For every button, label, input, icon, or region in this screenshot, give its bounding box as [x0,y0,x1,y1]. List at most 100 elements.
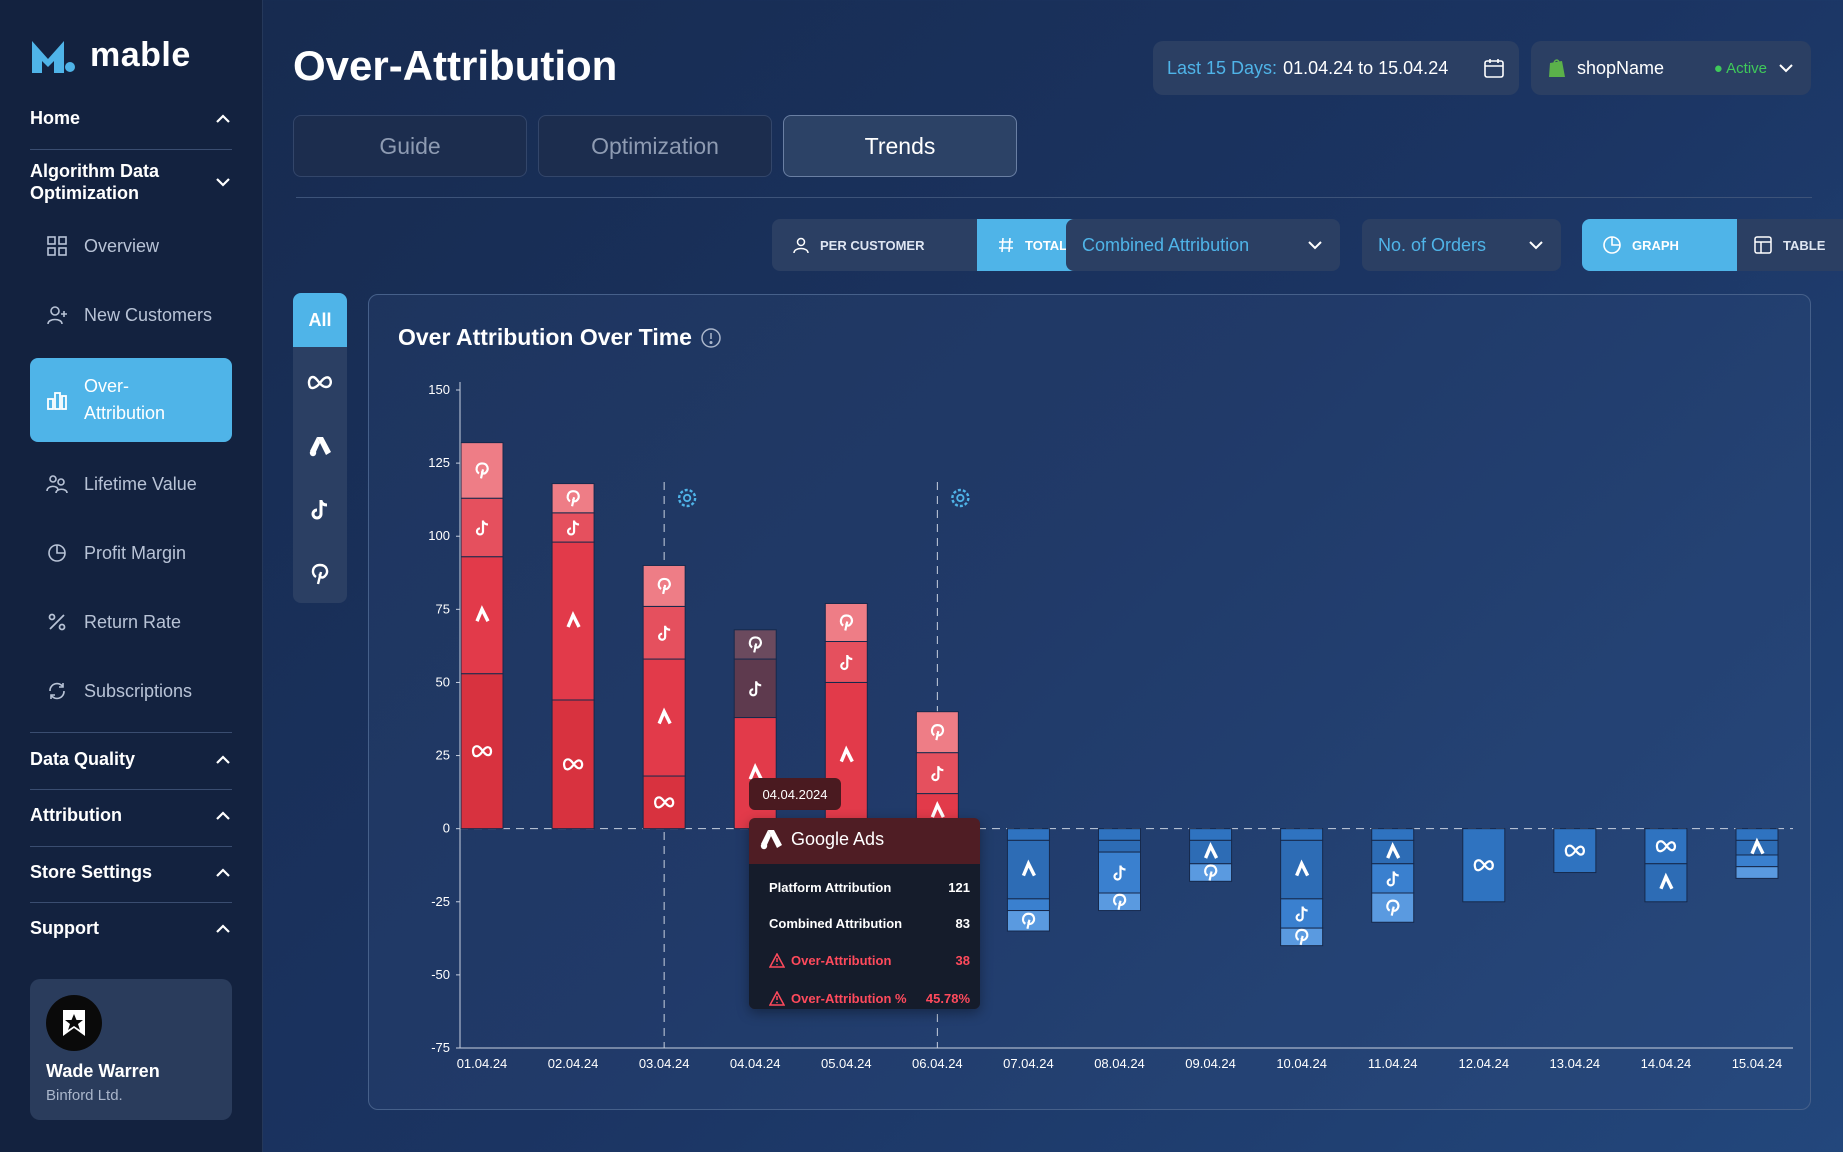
x-tick-label: 13.04.24 [1550,1056,1601,1071]
tooltip-row: Combined Attribution 83 [769,916,970,931]
nav-section-store-settings[interactable]: Store Settings [30,862,232,883]
chevron-down-icon [1529,241,1543,250]
filter-tiktok[interactable] [293,483,347,537]
tab-bar: Guide Optimization Trends [293,115,1017,177]
nav-section-algorithm[interactable]: Algorithm Data Optimization [30,160,232,204]
bar-segment [824,641,868,683]
y-tick-label: 50 [436,674,450,689]
sidebar-item-over-attribution[interactable]: Over-Attribution [30,358,232,442]
sidebar-item-lifetime-value[interactable]: Lifetime Value [30,462,232,506]
bar-segment [1735,866,1779,879]
tiktok-icon [311,500,328,520]
chevron-up-icon [216,754,230,764]
table-icon [1754,236,1772,254]
pinterest-icon [1021,912,1036,930]
nav-section-home[interactable]: Home [30,108,232,129]
filter-google-ads[interactable] [293,419,347,473]
chevron-down-icon [1308,241,1322,250]
sidebar-item-subscriptions[interactable]: Subscriptions [30,669,232,713]
tooltip-row-value: 45.78% [925,991,970,1006]
tooltip-row-warning: Over-Attribution % 45.78% [769,991,970,1006]
chart-card [368,294,1811,1110]
tab-optimization[interactable]: Optimization [538,115,772,177]
hash-icon [999,237,1013,253]
pinterest-icon [566,490,580,507]
filter-all[interactable]: All [293,293,347,347]
brand-logo[interactable]: mable [30,36,191,75]
x-tick-label: 04.04.24 [730,1056,781,1071]
meta-icon [1564,844,1585,857]
user-name: Wade Warren [46,1061,160,1081]
filter-meta[interactable] [293,355,347,409]
pinterest-icon [1295,928,1309,946]
nav-section-label: Home [30,108,81,128]
y-tick-label: 150 [428,382,450,397]
attribution-select-value: Combined Attribution [1082,234,1250,255]
nav-section-attribution[interactable]: Attribution [30,805,232,826]
over-attribution-chart: 150 125 100 75 50 25 0 -25 -50 -75 01.04.24 02.04.2… [428,382,1793,1071]
nav-section-support[interactable]: Support [30,918,232,939]
tiktok-icon [1113,865,1126,881]
bar-segment [1098,839,1141,853]
shop-selector[interactable]: shopName ● Active [1531,41,1811,95]
metric-select[interactable]: No. of Orders [1362,219,1561,271]
sidebar-item-label: Profit Margin [84,542,187,563]
divider [296,197,1812,198]
chevron-up-icon [216,810,230,820]
sidebar-item-return-rate[interactable]: Return Rate [30,600,232,644]
x-tick-label: 08.04.24 [1094,1056,1145,1071]
tooltip-row-value: 121 [948,880,970,895]
y-tick-label: 25 [436,748,450,763]
info-icon[interactable] [700,327,722,349]
tab-guide[interactable]: Guide [293,115,527,177]
tooltip-row-value: 38 [955,953,970,968]
table-button[interactable]: TABLE [1737,219,1843,271]
status-badge: ● Active [1713,59,1767,77]
pinterest-icon [930,724,945,741]
tab-trends[interactable]: Trends [783,115,1017,177]
meta-icon [307,375,332,390]
chart-title: Over Attribution Over Time [398,324,722,351]
filter-pinterest[interactable] [293,547,347,601]
view-toggle: GRAPH TABLE [1582,219,1843,271]
per-customer-button[interactable]: PER CUSTOMER [772,219,977,271]
bar-segment [1189,828,1233,841]
attribution-select[interactable]: Combined Attribution [1066,219,1340,271]
x-tick-label: 05.04.24 [821,1056,872,1071]
sidebar: mable Home Algorithm Data Optimization O… [0,0,263,1152]
tiktok-icon [567,520,580,536]
tooltip-row: Platform Attribution 121 [769,880,970,895]
y-tick-label: -25 [431,894,450,909]
x-tick-label: 07.04.24 [1003,1056,1054,1071]
tiktok-icon [840,654,853,671]
tooltip-row-label: Over-Attribution % [791,991,907,1006]
date-range-value: 01.04.24 to 15.04.24 [1283,57,1449,78]
user-card[interactable]: Wade Warren Binford Ltd. [30,979,232,1120]
chevron-up-icon [216,923,230,933]
tiktok-icon [749,681,762,697]
chevron-up-icon [216,867,230,877]
nav-section-label: Support [30,918,99,938]
tooltip-header: Google Ads [759,828,884,850]
sidebar-item-label: Lifetime Value [84,473,197,494]
sidebar-item-new-customers[interactable]: New Customers [30,293,232,337]
sidebar-item-profit-margin[interactable]: Profit Margin [30,531,232,575]
sidebar-item-overview[interactable]: Overview [30,224,232,268]
pinterest-icon [1113,893,1127,911]
nav-section-data-quality[interactable]: Data Quality [30,749,232,770]
y-tick-label: 75 [436,601,450,616]
sidebar-item-label: Overview [84,235,160,256]
bar-segment [551,699,595,830]
graph-button[interactable]: GRAPH [1582,219,1737,271]
chart-title-text: Over Attribution Over Time [398,324,692,350]
avatar [46,995,102,1051]
x-tick-label: 06.04.24 [912,1056,963,1071]
settings-marker-icon [677,488,697,508]
users-icon [46,475,68,494]
date-range-picker[interactable]: Last 15 Days: 01.04.24 to 15.04.24 [1153,41,1519,95]
metric-select-value: No. of Orders [1378,234,1487,255]
user-company: Binford Ltd. [46,1087,123,1104]
meta-icon [1655,840,1677,853]
x-tick-label: 03.04.24 [639,1056,690,1071]
table-label: TABLE [1783,237,1826,253]
